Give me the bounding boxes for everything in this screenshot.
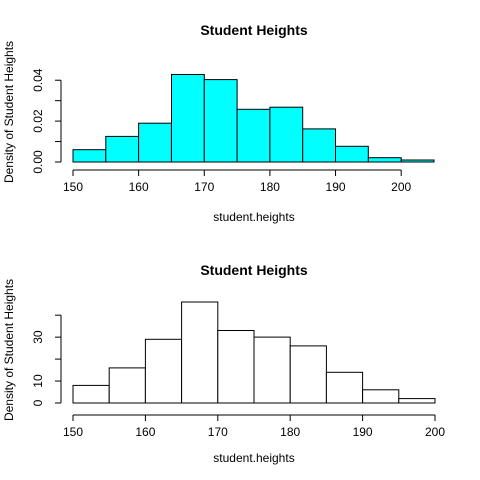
bottom-histogram-bar-9 (362, 389, 400, 404)
bottom-y-axis-label: Density of Student Heights (2, 279, 16, 421)
bottom-axes: 150 160 170 180 190 200 0 10 30 (31, 314, 445, 439)
top-histogram-panel: Student Heights student.heights Density … (2, 22, 435, 224)
bottom-y-tick-label-3: 30 (31, 330, 45, 344)
bottom-histogram-bar-7 (289, 345, 327, 404)
top-histogram-bar-6 (236, 108, 271, 163)
top-histogram-bar-2 (105, 135, 140, 163)
top-histogram-bar-5 (203, 79, 238, 163)
top-x-tick-label-150: 150 (63, 180, 83, 194)
bottom-x-tick-label-190: 190 (353, 425, 373, 439)
top-histogram-bar-7 (269, 106, 304, 163)
top-histogram-bar-1 (72, 149, 107, 163)
top-x-tick-label-180: 180 (260, 180, 280, 194)
top-histogram-bar-11 (400, 159, 435, 163)
top-histogram-bar-3 (138, 122, 172, 163)
top-x-tick-label-160: 160 (129, 180, 149, 194)
top-y-tick-label-4: 0.04 (31, 68, 45, 92)
bottom-histogram-bar-3 (144, 338, 183, 404)
bottom-x-tick-label-170: 170 (208, 425, 228, 439)
top-histogram-bar-8 (302, 128, 337, 163)
bottom-x-tick-label-200: 200 (425, 425, 445, 439)
top-y-tick-label-2: 0.02 (31, 109, 45, 133)
bottom-histogram-panel: Student Heights student.heights Density … (2, 262, 445, 465)
bottom-histogram-bar-5 (217, 330, 255, 404)
bottom-histogram-bar-1 (72, 384, 110, 404)
bottom-histogram-bar-8 (325, 371, 364, 404)
top-x-tick-label-190: 190 (326, 180, 346, 194)
top-x-axis-label: student.heights (213, 210, 294, 224)
bottom-y-tick-label-1: 10 (31, 374, 45, 388)
bottom-histogram-bar-2 (108, 367, 146, 404)
bottom-chart-title: Student Heights (200, 262, 308, 278)
bottom-x-tick-label-180: 180 (280, 425, 300, 439)
bottom-x-axis-label: student.heights (213, 451, 294, 465)
bottom-bars (72, 301, 436, 404)
top-chart-title: Student Heights (200, 22, 308, 38)
bottom-histogram-bar-6 (253, 336, 291, 404)
top-histogram-bar-9 (335, 145, 369, 163)
bottom-histogram-bar-10 (398, 398, 436, 404)
top-axes: 150 160 170 180 190 200 0.00 0.02 0.04 (31, 68, 412, 194)
top-x-tick-label-200: 200 (391, 180, 411, 194)
top-y-tick-label-0: 0.00 (31, 150, 45, 174)
top-histogram-bar-4 (171, 74, 205, 163)
bottom-y-tick-label-0: 0 (31, 399, 45, 406)
bottom-histogram-bar-4 (181, 301, 219, 404)
top-histogram-bar-10 (367, 157, 402, 163)
top-bars (72, 74, 435, 163)
bottom-x-tick-label-160: 160 (135, 425, 155, 439)
top-y-axis-label: Density of Student Heights (2, 41, 16, 183)
top-x-tick-label-170: 170 (194, 180, 214, 194)
bottom-x-tick-label-150: 150 (63, 425, 83, 439)
